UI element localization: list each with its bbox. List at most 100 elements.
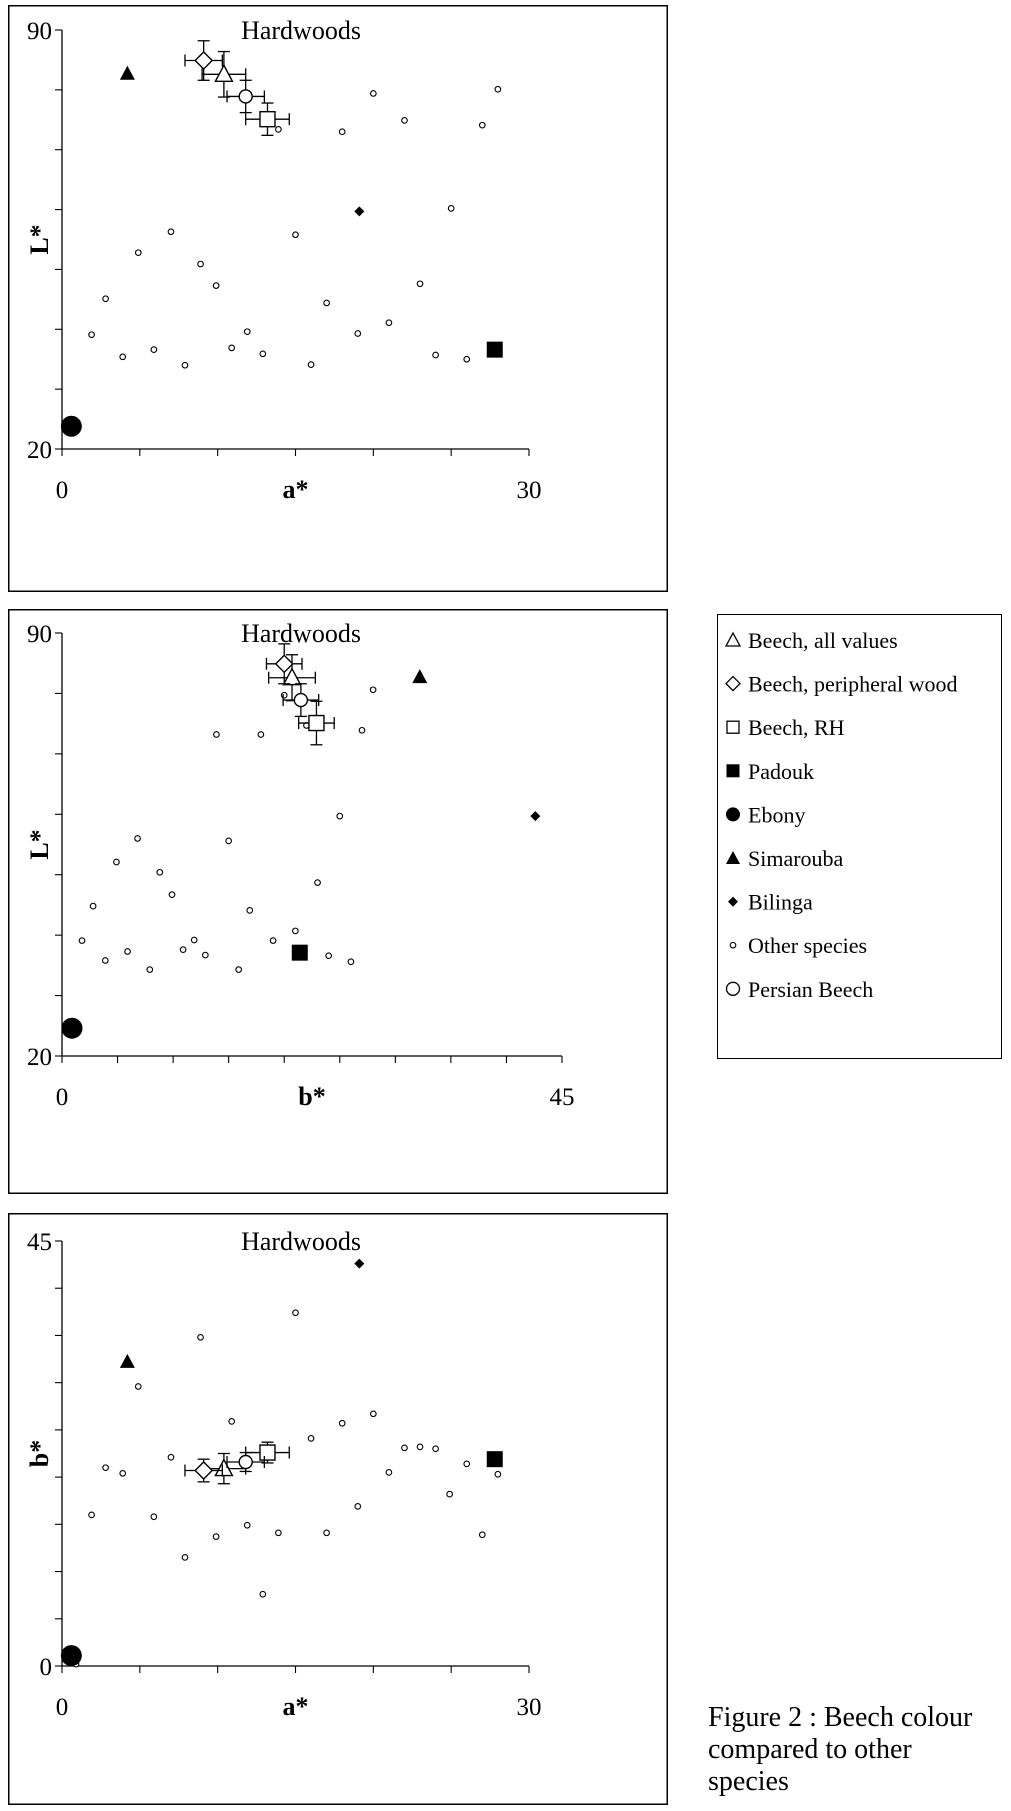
series-padouk [486,1451,503,1468]
other-species-marker [235,966,243,973]
other-species-marker [181,361,189,369]
other-species-marker [146,966,154,973]
padouk-marker [486,341,503,358]
series-beech-peripheral-wood [184,40,223,81]
other-species-marker [280,691,288,699]
chart-legend: Beech, all values Beech, peripheral wood B… [717,614,1002,1059]
legend-symbol [726,851,740,864]
other-species-marker [212,282,220,289]
legend-item: Persian Beech [725,977,873,1002]
ebony-marker [60,415,82,437]
other-species-marker [416,1443,424,1451]
other-species-marker [89,902,97,910]
other-species-marker [432,351,439,359]
x-tick-label: 0 [56,477,69,504]
other-species-marker [181,1554,189,1561]
padouk-marker [291,944,308,961]
series-ebony [60,1645,82,1667]
x-tick-label: 0 [56,1084,69,1111]
x-tick-label: 0 [56,1694,69,1721]
other-species-marker [478,1531,486,1539]
chart-panel-l-vs-a: 20 90 0 30 a* L* Hardwoods [8,5,668,592]
series-padouk [291,944,308,961]
x-axis-label: a* [283,475,309,504]
other-species-marker [88,331,95,339]
series-bilinga [530,811,541,822]
other-species-marker [416,280,424,288]
caption-line: species [708,1766,789,1797]
legend-item: Ebony [726,802,805,827]
y-axis-label: L* [25,224,54,254]
other-species-marker [336,812,344,820]
series-beech-peripheral-wood [184,1458,223,1483]
other-species-marker [179,946,187,953]
y-tick-label: 90 [27,621,52,648]
y-tick-label: 20 [27,1044,52,1071]
other-species-marker [358,726,366,734]
other-species-marker [494,1470,502,1478]
series-persian-beech [226,79,266,114]
legend-label: Persian Beech [748,977,873,1002]
series-simarouba [119,65,135,80]
other-species-marker [369,1410,377,1418]
series-beech-rh [245,102,290,136]
other-species-marker [307,361,315,368]
other-species-marker [401,1444,408,1452]
beech-rh-marker [308,714,325,732]
chart-title: Hardwoods [241,1227,361,1256]
legend-label: Bilinga [748,890,813,915]
chart-frame [8,1213,668,1805]
series-ebony [61,1017,83,1039]
other-species-marker [197,260,204,268]
other-species-marker [113,858,120,866]
other-species-marker [156,868,164,876]
x-tick-label: 45 [550,1084,575,1111]
other-species-marker [354,1503,362,1510]
series-persian-beech [282,683,320,718]
y-tick-label: 45 [27,1229,52,1256]
y-tick-label: 90 [27,18,52,45]
other-species-marker [119,353,127,361]
series-beech-rh [298,700,335,746]
x-tick-label: 30 [517,1694,542,1721]
series-persian-beech [226,1451,266,1473]
figure-caption: Figure 2 : Beech colour compared to othe… [708,1702,1008,1798]
beech-all-values-marker [282,667,302,686]
series-beech-all-values [201,50,247,98]
other-species-marker [167,1453,175,1461]
other-species-marker [463,1460,471,1468]
ebony-marker [60,1645,82,1667]
legend-item: Beech, RH [726,715,845,740]
other-species-marker [338,1419,346,1427]
legend-item: Padouk [726,759,814,784]
legend-item: Simarouba [726,846,844,871]
legend-symbol [724,631,742,647]
y-tick-label: 0 [40,1654,53,1681]
other-species-marker [307,1435,315,1442]
other-species-marker [314,879,321,886]
chart-frame [8,609,668,1194]
beech-all-values-marker [214,63,234,82]
padouk-marker [486,1451,503,1468]
caption-line: Figure 2 : Beech colour [708,1702,973,1733]
other-species-marker [291,927,299,935]
other-species-marker [259,1590,267,1598]
other-species-marker [401,117,408,124]
other-species-marker [243,1521,251,1529]
bilinga-marker [354,206,365,217]
other-species-marker [338,128,346,136]
other-species-marker [134,249,142,257]
other-species-marker [124,948,131,955]
scatter-plot-l-vs-a: 20 90 0 30 a* L* Hardwoods [8,5,668,592]
other-species-marker [101,957,109,964]
series-other-species [78,686,377,973]
other-species-marker [347,958,355,966]
other-species-marker [197,1333,204,1341]
legend-label: Beech, all values [748,628,898,653]
other-species-marker [446,1490,453,1498]
other-species-marker [478,121,486,129]
series-other-species [88,85,502,369]
other-species-marker [432,1445,439,1453]
y-axis-label: L* [25,829,54,859]
legend-item: Bilinga [728,890,813,915]
